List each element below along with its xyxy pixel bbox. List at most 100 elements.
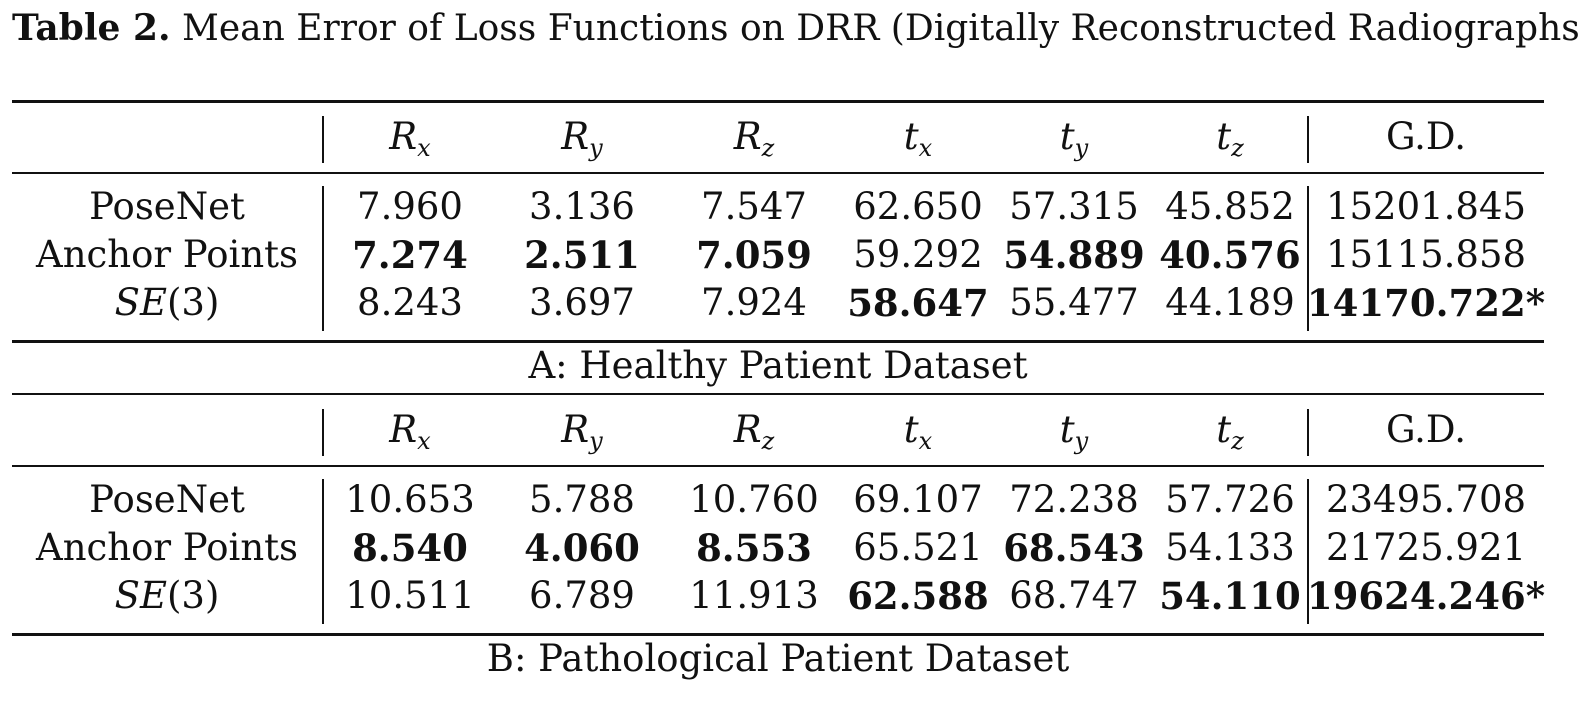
- header-divider-right: [1307, 409, 1309, 456]
- table-cell-gd: 23495.708: [1325, 478, 1527, 521]
- header-tx: tx: [838, 114, 998, 162]
- method-name-se3: SE(3): [12, 280, 322, 326]
- table-cell-rz: 8.553: [696, 526, 812, 570]
- header-gd: G.D.: [1385, 115, 1467, 158]
- table-cell-gd: 15115.858: [1325, 233, 1527, 276]
- table-cell-rz: 7.924: [701, 281, 807, 324]
- table-cell-rz: 7.547: [701, 185, 807, 228]
- header-divider-left: [322, 409, 324, 456]
- table-cell-ty: 68.747: [1009, 574, 1139, 617]
- table-cell-tz: 54.133: [1165, 526, 1295, 569]
- method-se3-symbol: SE: [114, 574, 167, 617]
- table-cell-tx: 62.650: [853, 185, 983, 228]
- header-rz-base: R: [733, 115, 762, 158]
- table-cell-tz: 40.576: [1159, 233, 1301, 277]
- header-ty-subscript: y: [1074, 427, 1089, 455]
- table-cell-ty: 55.477: [1009, 281, 1139, 324]
- table-cell-rx: 10.511: [345, 574, 475, 617]
- method-se3-symbol: SE: [114, 281, 167, 324]
- table-cell-tx: 58.647: [847, 281, 989, 325]
- header-ry: Ry: [502, 114, 662, 162]
- table-cell-ry: 4.060: [524, 526, 640, 570]
- header-ry-subscript: y: [589, 427, 603, 455]
- header-tz-base: t: [1216, 115, 1232, 158]
- table-cell-rz: 10.760: [689, 478, 819, 521]
- header-ty-base: t: [1059, 408, 1075, 451]
- header-ry-base: R: [561, 408, 590, 451]
- table-cell-rx: 8.243: [357, 281, 463, 324]
- header-divider-left: [322, 116, 324, 163]
- table-cell-gd: 14170.722*: [1306, 281, 1546, 325]
- header-ry-base: R: [561, 115, 590, 158]
- header-tz: tz: [1150, 407, 1310, 455]
- table-cell-tx: 59.292: [853, 233, 983, 276]
- body-divider-left: [322, 186, 324, 331]
- table-cell-ry: 6.789: [529, 574, 635, 617]
- table-cell-ty: 57.315: [1009, 185, 1139, 228]
- table-cell-rx: 10.653: [345, 478, 475, 521]
- header-tz-subscript: z: [1231, 134, 1244, 162]
- table-cell-ty: 72.238: [1009, 478, 1139, 521]
- table-cell-rx: 8.540: [352, 526, 468, 570]
- table-cell-ry: 5.788: [529, 478, 635, 521]
- body-divider-left: [322, 479, 324, 624]
- method-name-anchor: Anchor Points: [35, 526, 299, 569]
- header-tz: tz: [1150, 114, 1310, 162]
- header-rz-base: R: [733, 408, 762, 451]
- header-ty-subscript: y: [1074, 134, 1089, 162]
- section-top-rule: [12, 393, 1544, 395]
- header-tz-base: t: [1216, 408, 1232, 451]
- header-tx-base: t: [903, 408, 919, 451]
- table-cell-tx: 62.588: [847, 574, 989, 618]
- header-ry: Ry: [502, 407, 662, 455]
- table-cell-ry: 3.697: [529, 281, 635, 324]
- header-divider-right: [1307, 116, 1309, 163]
- method-name-anchor: Anchor Points: [35, 233, 299, 276]
- table-cell-tx: 65.521: [853, 526, 983, 569]
- section-top-rule: [12, 100, 1544, 103]
- header-tx-subscript: x: [918, 134, 933, 162]
- table-cell-gd: 19624.246*: [1306, 574, 1546, 618]
- header-rx-subscript: x: [417, 427, 431, 455]
- header-rx-base: R: [389, 115, 418, 158]
- method-se3-suffix: (3): [166, 574, 220, 617]
- header-ry-subscript: y: [589, 134, 603, 162]
- table-cell-gd: 15201.845: [1325, 185, 1527, 228]
- method-se3-suffix: (3): [166, 281, 220, 324]
- body-divider-right: [1307, 186, 1309, 331]
- table-cell-tz: 45.852: [1165, 185, 1295, 228]
- header-rx: Rx: [330, 114, 490, 162]
- header-tx-base: t: [903, 115, 919, 158]
- header-rx-base: R: [389, 408, 418, 451]
- table-cell-tz: 54.110: [1159, 574, 1301, 618]
- header-bottom-rule: [12, 172, 1544, 174]
- header-ty: ty: [994, 407, 1154, 455]
- table-cell-rz: 7.059: [696, 233, 812, 277]
- table-caption-label: Table 2.: [12, 7, 171, 49]
- body-divider-right: [1307, 479, 1309, 624]
- table-caption-text: Mean Error of Loss Functions on DRR (Dig…: [182, 8, 1578, 49]
- table-cell-ry: 3.136: [529, 185, 635, 228]
- table-cell-tz: 57.726: [1165, 478, 1295, 521]
- table-caption: Table 2. Mean Error of Loss Functions on…: [12, 6, 1578, 51]
- section-bottom-rule: [12, 340, 1544, 343]
- section-bottom-rule: [12, 633, 1544, 636]
- table-cell-ty: 54.889: [1003, 233, 1145, 277]
- header-rx-subscript: x: [417, 134, 431, 162]
- header-tx-subscript: x: [918, 427, 933, 455]
- header-rz-subscript: z: [761, 427, 775, 455]
- method-name-se3: SE(3): [12, 573, 322, 619]
- header-gd: G.D.: [1385, 408, 1467, 451]
- header-tz-subscript: z: [1231, 427, 1244, 455]
- section-label: B: Pathological Patient Dataset: [486, 637, 1070, 680]
- method-name-posenet: PoseNet: [89, 478, 245, 521]
- header-rz: Rz: [674, 407, 834, 455]
- header-rz: Rz: [674, 114, 834, 162]
- table-cell-ry: 2.511: [524, 233, 640, 277]
- table-cell-tx: 69.107: [853, 478, 983, 521]
- header-rx: Rx: [330, 407, 490, 455]
- method-name-posenet: PoseNet: [89, 185, 245, 228]
- header-ty: ty: [994, 114, 1154, 162]
- table-cell-rz: 11.913: [689, 574, 819, 617]
- header-ty-base: t: [1059, 115, 1075, 158]
